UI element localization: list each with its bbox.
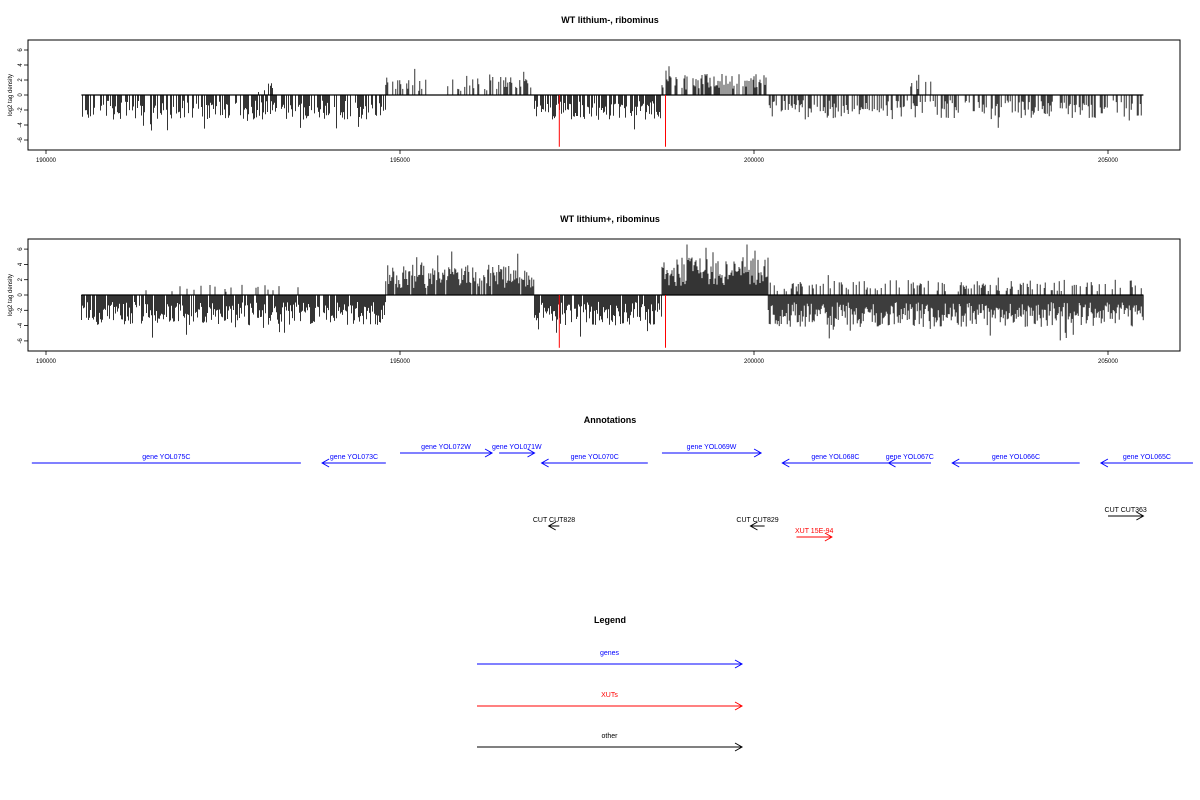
x-tick-label: 200000 xyxy=(744,359,765,365)
y-tick-label: 4 xyxy=(18,262,24,266)
legend-arrowhead xyxy=(734,701,744,711)
y-tick-label: -4 xyxy=(18,322,24,328)
annotation-feature: gene YOL067C xyxy=(886,454,934,468)
legend-label: genes xyxy=(600,650,620,657)
annotation-feature: CUT CUT829 xyxy=(736,517,779,531)
annotation-feature: gene YOL072W xyxy=(400,444,494,458)
annotation-feature: gene YOL071W xyxy=(492,444,542,458)
panel-1-title: WT lithium-, ribominus xyxy=(561,15,659,25)
panel-1: WT lithium-, ribominus log2 tag density … xyxy=(8,15,1181,164)
arrowhead-right xyxy=(484,448,494,458)
annotation-feature: gene YOL070C xyxy=(540,454,648,468)
y-tick-label: 6 xyxy=(18,247,24,251)
y-tick-label: -6 xyxy=(18,137,24,143)
annotation-label: gene YOL067C xyxy=(886,454,934,461)
annotations-panel: Annotations gene YOL075C gene YOL073Cgene… xyxy=(31,415,1193,542)
panel-2: WT lithium+, ribominus log2 tag density … xyxy=(8,214,1181,365)
annotation-feature: gene YOL068C xyxy=(781,454,889,468)
arrowhead-left xyxy=(540,458,549,468)
x-tick-label: 195000 xyxy=(390,359,411,365)
x-tick-label: 195000 xyxy=(390,158,411,164)
annotation-feature: gene YOL075C xyxy=(31,454,301,464)
legend-label: XUTs xyxy=(601,692,618,699)
arrowhead-left xyxy=(321,458,330,468)
x-tick-label: 190000 xyxy=(36,158,57,164)
y-tick-label: -4 xyxy=(18,122,24,128)
y-tick-label: 6 xyxy=(18,48,24,52)
annotation-label: CUT CUT829 xyxy=(736,517,778,524)
legend-items: genes XUTs other xyxy=(477,650,744,752)
arrowhead-left xyxy=(547,521,556,531)
legend-title: Legend xyxy=(594,615,626,625)
arrowhead-left xyxy=(1099,458,1109,468)
panel-1-bars xyxy=(81,66,1144,147)
x-tick-label: 200000 xyxy=(744,158,765,164)
annotation-feature: gene YOL069W xyxy=(661,444,763,458)
x-tick-label: 205000 xyxy=(1098,158,1119,164)
annotation-label: gene YOL069W xyxy=(687,444,737,451)
arrowhead-right xyxy=(824,532,833,542)
annotation-items: gene YOL075C gene YOL073C gene YOL072W gene… xyxy=(31,444,1193,542)
arrowhead-right xyxy=(753,448,763,458)
panel-2-ylabel: log2 tag density xyxy=(8,274,14,316)
arrowhead-right xyxy=(527,448,536,458)
x-tick-label: 205000 xyxy=(1098,359,1119,365)
y-tick-label: 2 xyxy=(18,78,24,82)
y-tick-label: -2 xyxy=(18,307,24,313)
y-tick-label: 0 xyxy=(18,93,24,97)
arrowhead-right xyxy=(1136,511,1145,521)
annotation-label: XUT 15E-94 xyxy=(795,528,833,535)
arrowhead-left xyxy=(887,458,896,468)
legend-panel: Legend genes XUTs other xyxy=(477,615,744,752)
annotation-label: CUT CUT363 xyxy=(1105,507,1147,514)
x-tick-label: 190000 xyxy=(36,359,57,365)
legend-item: genes xyxy=(477,650,744,669)
arrowhead-left xyxy=(749,521,758,531)
annotation-label: gene YOL068C xyxy=(811,454,859,461)
panel-2-axes: 190000 195000 200000 205000 -6 -4 -2 0 2 4 6 xyxy=(18,247,1119,365)
annotation-label: gene YOL075C xyxy=(142,454,190,461)
annotation-label: gene YOL066C xyxy=(992,454,1040,461)
legend-item: XUTs xyxy=(477,692,744,711)
y-tick-label: 0 xyxy=(18,293,24,297)
panel-1-ylabel: log2 tag density xyxy=(8,74,14,116)
y-tick-label: -2 xyxy=(18,107,24,113)
annotation-label: gene YOL065C xyxy=(1123,454,1171,461)
annotation-feature: XUT 15E-94 xyxy=(795,528,833,542)
annotation-feature: CUT CUT828 xyxy=(533,517,575,531)
panel-2-bars xyxy=(81,244,1144,348)
annotation-label: gene YOL073C xyxy=(330,454,378,461)
annotation-label: CUT CUT828 xyxy=(533,517,575,524)
y-tick-label: 2 xyxy=(18,277,24,281)
annotation-label: gene YOL071W xyxy=(492,444,542,451)
annotation-label: gene YOL072W xyxy=(421,444,471,451)
y-tick-label: 4 xyxy=(18,63,24,67)
annotation-feature: CUT CUT363 xyxy=(1105,507,1147,521)
legend-arrowhead xyxy=(734,742,744,752)
y-tick-label: -6 xyxy=(18,338,24,344)
annotation-feature: gene YOL073C xyxy=(321,454,386,468)
annotation-feature: gene YOL065C xyxy=(1099,454,1193,468)
panel-1-axes: 190000 195000 200000 205000 -6 -4 -2 0 2 4 6 xyxy=(18,48,1119,164)
panel-2-title: WT lithium+, ribominus xyxy=(560,214,660,224)
annotations-title: Annotations xyxy=(584,415,637,425)
arrowhead-left xyxy=(781,458,790,468)
legend-arrowhead xyxy=(734,659,744,669)
annotation-feature: gene YOL066C xyxy=(951,454,1080,468)
annotation-label: gene YOL070C xyxy=(571,454,619,461)
legend-item: other xyxy=(477,733,744,752)
arrowhead-left xyxy=(951,458,960,468)
legend-label: other xyxy=(602,733,619,740)
